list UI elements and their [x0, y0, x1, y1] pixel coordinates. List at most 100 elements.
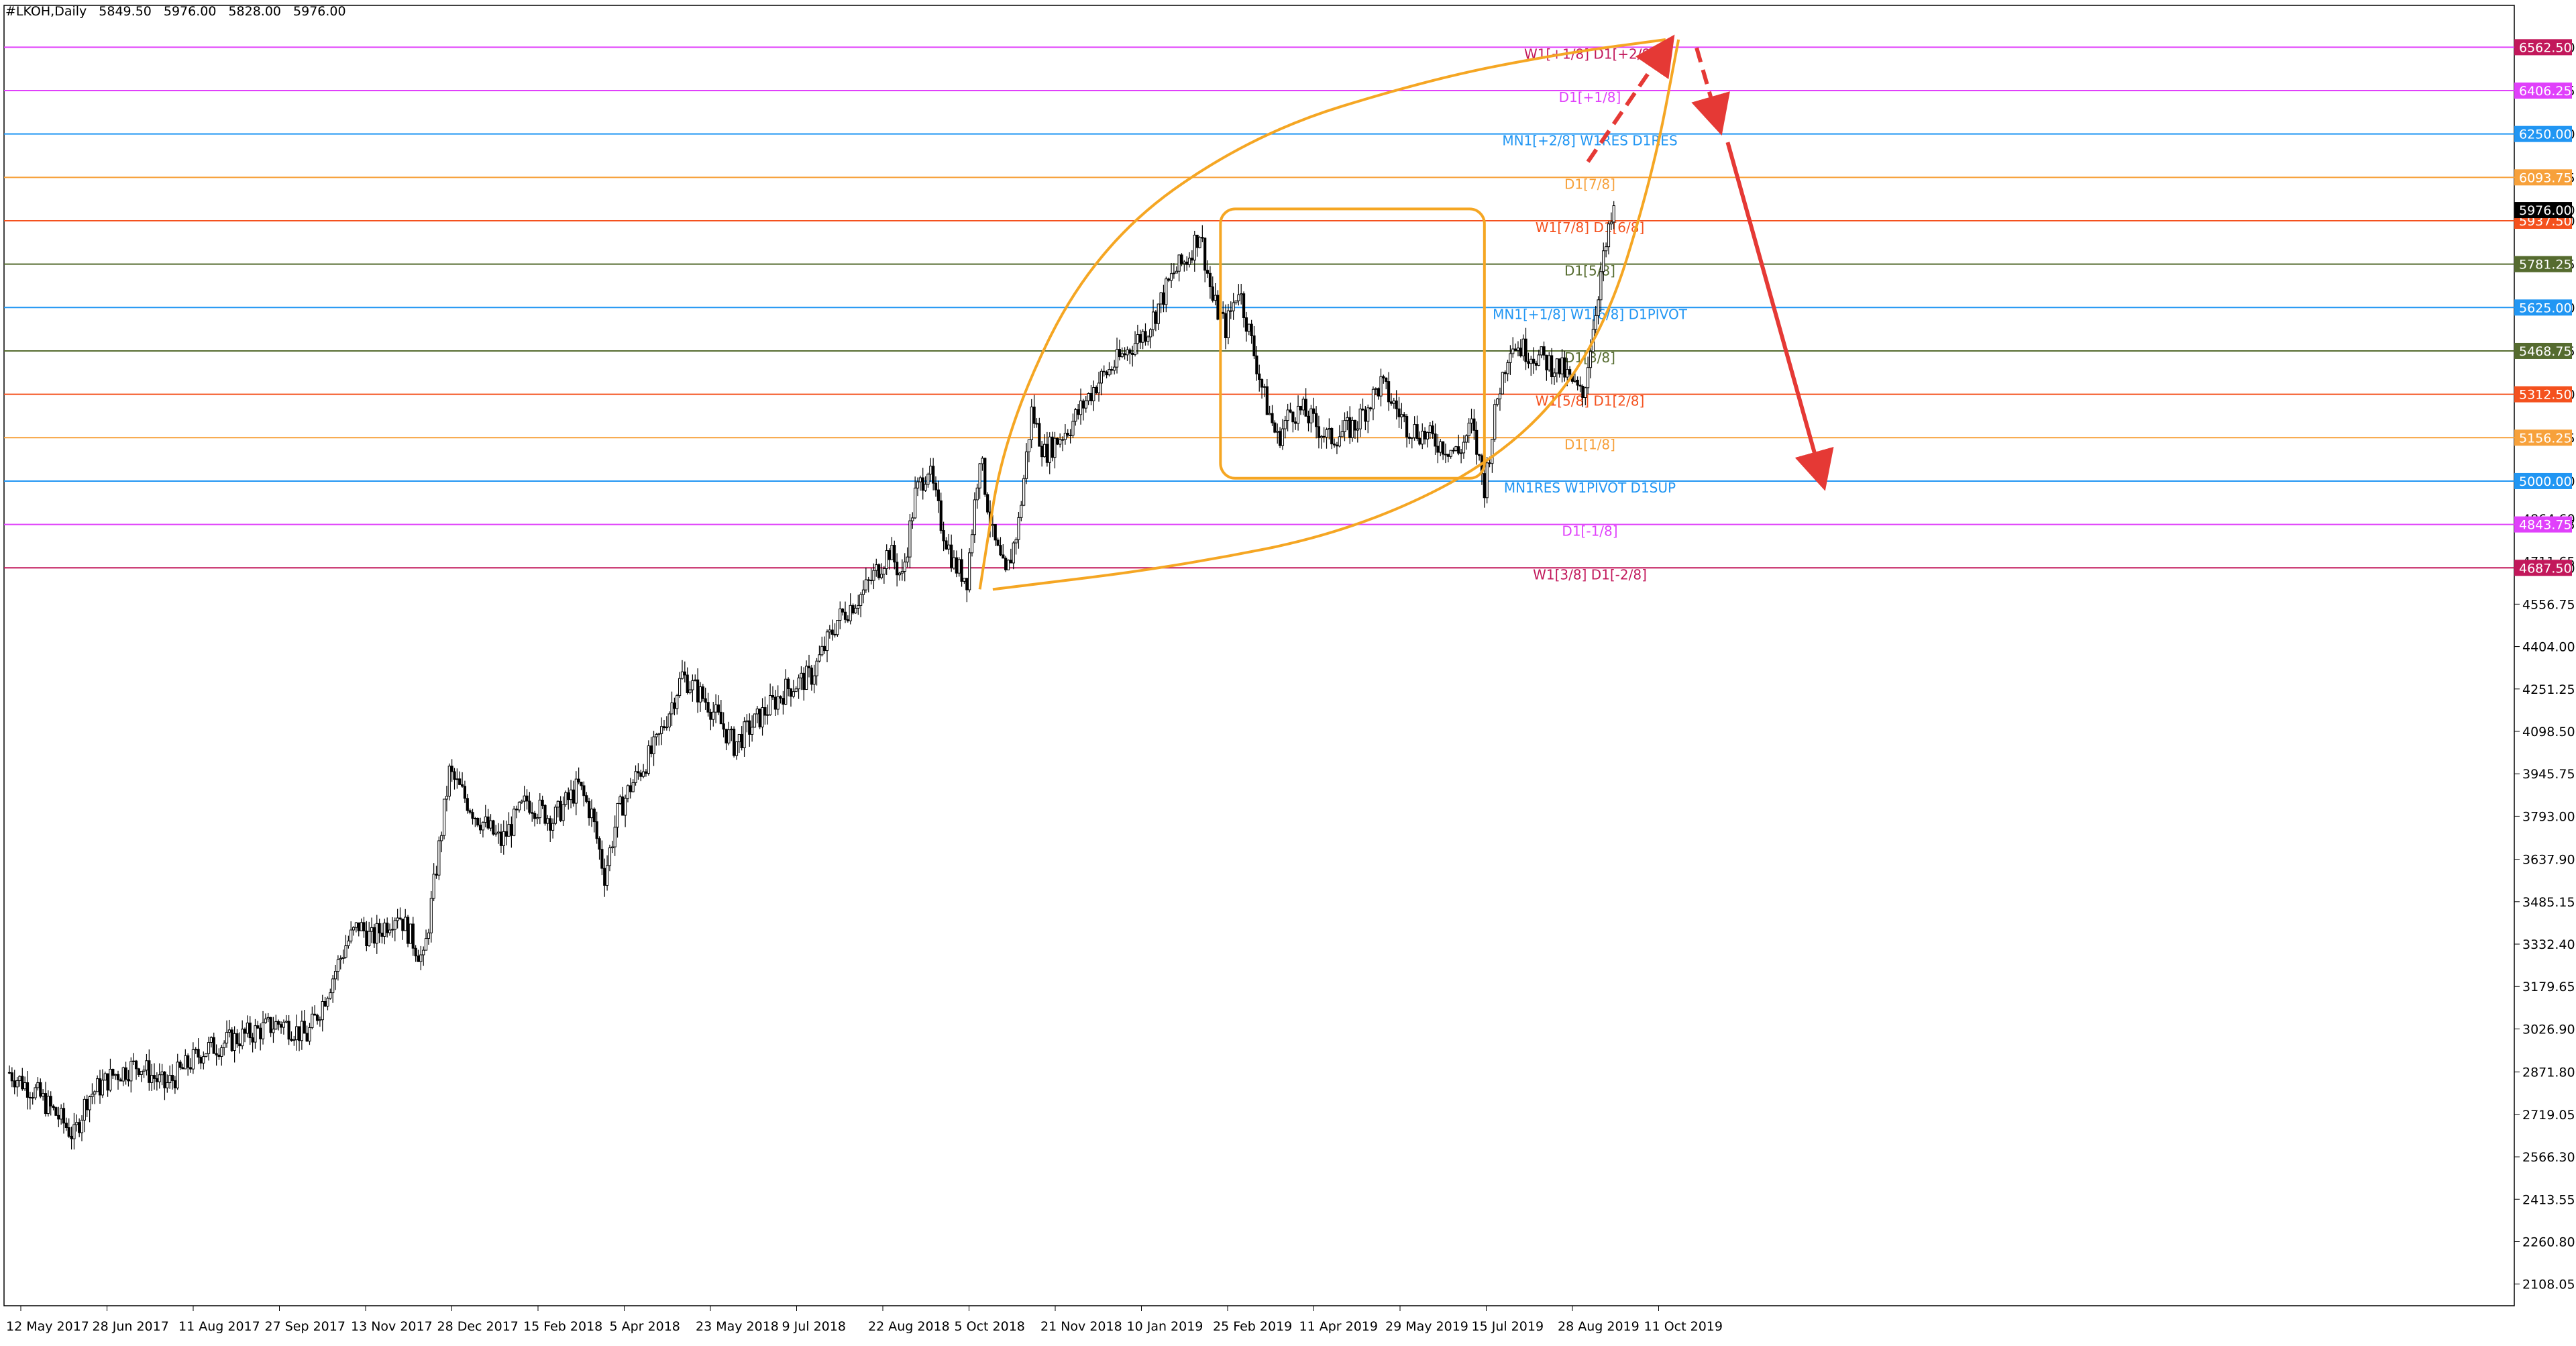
y-tick-label: 3637.90: [2522, 853, 2575, 868]
candle-body: [458, 778, 462, 785]
candle-body: [18, 1076, 21, 1081]
candle-body: [1407, 436, 1411, 439]
candle-body: [755, 709, 759, 715]
candle-body: [574, 778, 578, 804]
candle-body: [864, 579, 867, 590]
candle-body: [1250, 323, 1253, 337]
x-tick-label: 25 Feb 2019: [1213, 1319, 1292, 1334]
level-tag: 6562.50: [2519, 40, 2572, 55]
candle-body: [893, 545, 896, 563]
candle-body: [168, 1075, 172, 1083]
candle-body: [872, 570, 875, 581]
candle-body: [667, 713, 671, 728]
y-tick-label: 3485.15: [2522, 895, 2575, 910]
candle-body: [1464, 435, 1468, 443]
candle-body: [1059, 439, 1062, 445]
candle-body: [1573, 380, 1576, 382]
candles: [7, 201, 1615, 1150]
candle-body: [1387, 381, 1391, 403]
candle-body: [515, 809, 519, 811]
candle-body: [626, 785, 630, 799]
candle-body: [1071, 421, 1075, 436]
candle-body: [812, 675, 816, 685]
candle-body: [642, 771, 645, 777]
candle-body: [1061, 439, 1065, 441]
candle-body: [733, 729, 736, 756]
candle-body: [577, 778, 580, 783]
candle-body: [1222, 311, 1225, 314]
candle-body: [740, 733, 743, 749]
x-tick-label: 5 Oct 2018: [955, 1319, 1025, 1334]
candle-body: [241, 1029, 244, 1047]
candle-body: [217, 1054, 221, 1057]
candle-body: [1291, 411, 1295, 423]
candle-body: [1478, 454, 1481, 456]
candle-body: [680, 671, 684, 679]
candle-body: [655, 734, 658, 737]
candle-body: [429, 898, 433, 933]
y-tick-label: 2719.05: [2522, 1108, 2575, 1123]
candle-body: [54, 1107, 58, 1116]
candle-body: [453, 771, 456, 780]
candle-body: [1353, 419, 1357, 431]
candle-body: [184, 1055, 187, 1070]
candle-body: [1159, 292, 1163, 305]
candle-body: [1120, 353, 1124, 358]
candle-body: [730, 729, 733, 731]
candle-body: [277, 1021, 280, 1025]
candle-body: [1527, 361, 1530, 364]
candle-body: [411, 923, 415, 949]
candle-body: [888, 550, 891, 560]
candle-body: [520, 800, 523, 803]
candle-body: [1035, 423, 1038, 425]
candle-body: [714, 704, 718, 713]
candle-body: [975, 487, 979, 501]
candle-body: [538, 799, 541, 819]
x-tick-label: 11 Aug 2017: [178, 1319, 260, 1334]
level-label: MN1RES W1PIVOT D1SUP: [1504, 480, 1676, 496]
candle-body: [1314, 413, 1318, 427]
candle-body: [1224, 313, 1228, 338]
candle-body: [836, 620, 839, 635]
candle-body: [779, 696, 782, 699]
candle-body: [1002, 554, 1005, 559]
candle-body: [202, 1056, 205, 1064]
candle-body: [587, 800, 591, 819]
candle-body: [1146, 336, 1150, 342]
candle-body: [517, 802, 521, 811]
candle-body: [186, 1055, 190, 1068]
candle-body: [525, 795, 529, 802]
candle-body: [1208, 272, 1212, 287]
candle-body: [292, 1039, 296, 1041]
candle-body: [758, 709, 761, 727]
candle-body: [1467, 423, 1470, 436]
candle-body: [1154, 311, 1158, 324]
current-price-tag: 5976.00: [2519, 203, 2572, 218]
candle-body: [142, 1070, 146, 1072]
candle-body: [496, 831, 500, 834]
candle-body: [1268, 413, 1271, 415]
candle-body: [460, 784, 464, 787]
candle-body: [1056, 437, 1059, 445]
candle-body: [1389, 401, 1393, 404]
candle-body: [1244, 317, 1248, 332]
candle-body: [582, 785, 586, 796]
candle-body: [98, 1078, 102, 1096]
candle-body: [1128, 349, 1132, 354]
candle-body: [973, 499, 976, 535]
level-tag: 6406.25: [2519, 84, 2572, 99]
candle-body: [753, 713, 757, 728]
candle-body: [476, 817, 480, 826]
candle-body: [1534, 362, 1538, 366]
candle-body: [7, 1072, 11, 1074]
candle-body: [114, 1074, 117, 1076]
candle-body: [1022, 478, 1026, 506]
level-tag: 6250.00: [2519, 127, 2572, 142]
candle-body: [360, 922, 363, 931]
candle-body: [1063, 433, 1067, 440]
candle-body: [743, 721, 746, 749]
candle-body: [1361, 409, 1364, 411]
candle-body: [510, 824, 513, 836]
candle-body: [321, 1000, 324, 1021]
candle-body: [1519, 348, 1522, 357]
